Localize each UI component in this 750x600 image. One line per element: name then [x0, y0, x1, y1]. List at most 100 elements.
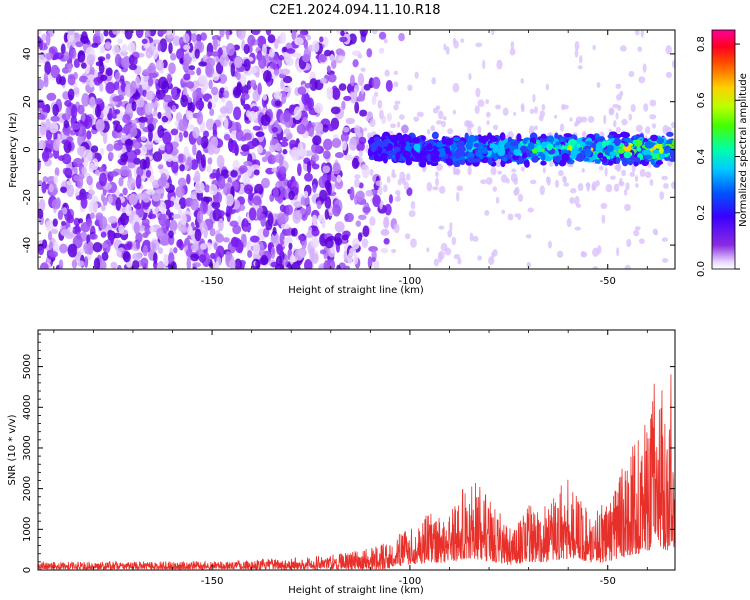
spectrogram-noise-blob [98, 57, 104, 66]
spectrogram-noise-blob [100, 231, 107, 238]
spectrogram-noise-blob [235, 72, 241, 81]
spectrogram-x-tick-label: -100 [399, 276, 422, 287]
spectrogram-noise-blob [196, 135, 202, 146]
spectrogram-faint-blob [469, 232, 474, 242]
spectrogram-noise-blob [357, 73, 365, 86]
spectrogram-faint-blob [649, 114, 657, 120]
spectrogram-noise-blob [261, 43, 267, 57]
spectrogram-faint-blob [661, 175, 668, 181]
spectrogram-noise-blob [67, 243, 78, 258]
spectrogram-noise-blob [53, 138, 60, 152]
spectrogram-noise-blob [148, 72, 158, 79]
spectrogram-signal-blob [554, 132, 559, 141]
spectrogram-noise-blob [359, 30, 368, 38]
spectrogram-faint-blob [520, 166, 525, 172]
spectrogram-noise-blob [102, 131, 108, 145]
spectrogram-faint-blob [432, 186, 439, 191]
spectrogram-noise-blob [105, 81, 116, 94]
spectrogram-signal-blob [632, 139, 637, 145]
spectrogram-faint-blob [426, 247, 430, 253]
spectrogram-noise-blob [384, 203, 392, 216]
spectrogram-noise-blob [168, 62, 176, 75]
spectrogram-faint-blob [649, 99, 657, 107]
spectrogram-noise-blob [248, 207, 257, 221]
spectrogram-faint-blob [566, 218, 572, 228]
spectrogram-noise-blob [127, 177, 136, 191]
spectrogram-noise-blob [388, 194, 394, 204]
spectrogram-noise-blob [277, 212, 286, 226]
spectrogram-noise-blob [247, 250, 253, 258]
spectrogram-noise-blob [48, 241, 54, 251]
spectrogram-noise-blob [118, 177, 124, 187]
spectrogram-noise-blob [385, 79, 393, 92]
spectrogram-heatmap [38, 30, 675, 269]
snr-y-axis: 0 1000 2000 3000 4000 5000 [22, 333, 675, 573]
spectrogram-noise-blob [252, 241, 261, 255]
spectrogram-faint-blob [480, 179, 487, 185]
spectrogram-noise-blob [52, 103, 59, 117]
spectrogram-noise-blob [157, 125, 165, 139]
spectrogram-faint-blob [436, 120, 443, 125]
spectrogram-noise-blob [186, 81, 195, 89]
spectrogram-faint-blob [360, 164, 368, 170]
spectrogram-noise-blob [331, 137, 341, 149]
spectrogram-noise-blob [67, 30, 76, 36]
spectrogram-noise-blob [121, 44, 128, 53]
spectrogram-noise-blob [176, 88, 182, 94]
spectrogram-noise-blob [336, 264, 341, 269]
spectrogram-noise-blob [230, 170, 238, 178]
spectrogram-faint-blob [538, 114, 544, 122]
spectrogram-noise-blob [324, 179, 331, 190]
spectrogram-signal-blob [452, 137, 461, 142]
spectrogram-signal-blob [601, 140, 607, 148]
spectrogram-faint-blob [520, 78, 524, 84]
spectrogram-faint-blob [534, 106, 538, 114]
spectrogram-faint-blob [391, 173, 397, 179]
spectrogram-faint-blob [477, 255, 482, 261]
spectrogram-noise-blob [80, 196, 88, 209]
spectrogram-noise-blob [190, 253, 200, 262]
spectrogram-noise-blob [199, 201, 209, 215]
spectrogram-noise-blob [348, 137, 358, 151]
spectrogram-faint-blob [399, 171, 406, 182]
spectrogram-noise-blob [157, 111, 162, 119]
spectrogram-noise-blob [38, 113, 46, 120]
spectrogram-noise-blob [109, 171, 119, 177]
spectrogram-noise-blob [133, 148, 141, 156]
spectrogram-noise-blob [108, 107, 113, 121]
spectrogram-noise-blob [240, 92, 250, 101]
spectrogram-noise-blob [331, 175, 337, 182]
spectrogram-signal-blob [404, 145, 412, 152]
spectrogram-noise-blob [46, 92, 57, 101]
spectrogram-signal-blob [624, 141, 629, 147]
spectrogram-noise-blob [298, 234, 307, 242]
spectrogram-noise-blob [178, 153, 184, 163]
spectrogram-faint-blob [382, 184, 388, 193]
spectrogram-faint-blob [570, 188, 577, 194]
spectrogram-noise-blob [77, 260, 85, 267]
spectrogram-signal-blob [446, 140, 454, 146]
spectrogram-signal-blob [641, 149, 650, 155]
spectrogram-noise-blob [347, 252, 353, 265]
spectrogram-noise-blob [211, 86, 219, 96]
spectrogram-faint-blob [485, 99, 490, 105]
spectrogram-faint-blob [616, 247, 620, 257]
spectrogram-noise-blob [337, 55, 345, 62]
spectrogram-noise-blob [145, 90, 155, 101]
spectrogram-noise-blob [176, 48, 185, 60]
spectrogram-noise-blob [246, 141, 256, 150]
spectrogram-noise-blob [98, 63, 105, 74]
spectrogram-noise-blob [86, 175, 93, 186]
spectrogram-noise-blob [51, 198, 61, 210]
spectrogram-faint-blob [628, 70, 635, 78]
spectrogram-noise-blob [122, 251, 131, 263]
spectrogram-noise-blob [61, 139, 70, 145]
spectrogram-noise-blob [255, 131, 265, 137]
spectrogram-noise-blob [152, 46, 159, 60]
spectrogram-noise-blob [223, 183, 233, 196]
spectrogram-signal-blob [667, 138, 673, 145]
spectrogram-signal-blob [419, 149, 428, 159]
spectrogram-signal-blob [546, 135, 555, 144]
spectrogram-noise-blob [94, 30, 101, 37]
spectrogram-faint-blob [579, 55, 583, 64]
